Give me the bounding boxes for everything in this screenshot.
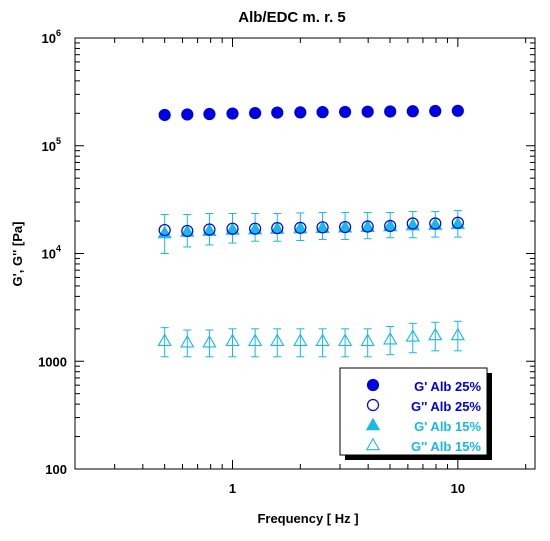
y-tick-base: 10 bbox=[42, 139, 56, 154]
data-point bbox=[339, 220, 352, 234]
legend-marker bbox=[365, 417, 381, 431]
data-point bbox=[158, 223, 171, 237]
y-tick-exponent: 6 bbox=[56, 28, 61, 38]
y-tick-label: 100 bbox=[45, 462, 67, 477]
legend-label: G' Alb 25% bbox=[414, 379, 481, 394]
legend-marker bbox=[366, 398, 380, 412]
data-point bbox=[249, 106, 262, 120]
data-point bbox=[316, 221, 329, 234]
error-bar bbox=[341, 328, 350, 358]
legend-label: G'' Alb 25% bbox=[411, 399, 481, 414]
legend-label: G'' Alb 15% bbox=[411, 439, 481, 454]
error-bar bbox=[318, 328, 327, 358]
error-bar bbox=[251, 328, 260, 358]
data-point bbox=[294, 106, 307, 119]
data-point bbox=[383, 218, 398, 232]
data-point bbox=[293, 333, 308, 346]
data-point bbox=[384, 105, 397, 118]
data-point bbox=[384, 219, 397, 233]
y-tick-label: 106 bbox=[42, 28, 61, 46]
data-point bbox=[225, 333, 240, 346]
legend-label: G' Alb 15% bbox=[414, 419, 481, 434]
data-point bbox=[158, 108, 171, 122]
data-point bbox=[294, 221, 307, 234]
error-bar bbox=[386, 326, 395, 356]
error-bar bbox=[273, 328, 282, 358]
y-tick-label: 104 bbox=[42, 244, 61, 262]
error-bar bbox=[205, 329, 214, 358]
data-point bbox=[451, 216, 464, 229]
error-bar bbox=[431, 321, 440, 352]
data-point bbox=[406, 105, 419, 118]
data-point bbox=[181, 108, 194, 121]
data-point bbox=[180, 334, 195, 348]
data-point bbox=[226, 222, 239, 235]
data-point bbox=[247, 333, 263, 346]
data-point bbox=[316, 106, 329, 119]
data-point bbox=[361, 105, 374, 118]
y-tick-exponent: 4 bbox=[56, 244, 61, 254]
data-point bbox=[203, 223, 216, 236]
y-tick-exponent: 5 bbox=[56, 136, 61, 146]
data-point bbox=[405, 329, 420, 342]
data-point bbox=[157, 333, 172, 346]
data-point bbox=[361, 220, 374, 233]
data-point bbox=[406, 217, 419, 230]
data-point bbox=[203, 107, 216, 121]
error-bars bbox=[160, 210, 462, 358]
y-tick-base: 10 bbox=[42, 31, 56, 46]
data-point bbox=[271, 106, 284, 119]
chart-title: Alb/EDC m. r. 5 bbox=[238, 9, 346, 26]
legend-marker bbox=[366, 378, 380, 392]
data-point bbox=[181, 224, 194, 238]
data-point bbox=[270, 333, 285, 346]
error-bar bbox=[453, 320, 462, 352]
data-point bbox=[383, 331, 398, 345]
data-point bbox=[429, 104, 442, 118]
data-point bbox=[429, 217, 442, 230]
error-bar bbox=[363, 328, 372, 358]
legend-marker bbox=[365, 437, 381, 451]
x-tick-label: 10 bbox=[451, 481, 465, 496]
error-bar bbox=[183, 329, 192, 358]
x-tick-label: 1 bbox=[229, 481, 236, 496]
data-point bbox=[249, 222, 262, 235]
y-tick-label: 105 bbox=[42, 136, 61, 154]
data-point bbox=[339, 105, 352, 119]
y-axis-label: G', G'' [Pa] bbox=[10, 222, 25, 287]
error-bar bbox=[228, 328, 237, 358]
data-point bbox=[450, 327, 465, 341]
error-bar bbox=[296, 328, 305, 358]
data-point bbox=[202, 334, 217, 348]
legend-box bbox=[339, 367, 488, 456]
x-axis-label: Frequency [ Hz ] bbox=[257, 511, 358, 526]
data-point bbox=[226, 107, 239, 120]
y-tick-base: 10 bbox=[42, 247, 56, 262]
data-markers bbox=[157, 104, 465, 348]
legend-items: G' Alb 25% G'' Alb 25% G' Alb 15% G'' Alb 1… bbox=[365, 378, 481, 454]
data-point bbox=[337, 333, 353, 346]
data-point bbox=[405, 217, 420, 231]
data-point bbox=[271, 222, 284, 235]
legend: G' Alb 25% G'' Alb 25% G' Alb 15% G'' Alb 1… bbox=[339, 367, 492, 460]
data-point bbox=[428, 327, 443, 341]
data-point bbox=[315, 333, 330, 346]
error-bar bbox=[160, 327, 169, 358]
data-point bbox=[360, 333, 375, 346]
y-tick-label: 1000 bbox=[38, 354, 67, 369]
data-point bbox=[451, 104, 464, 117]
error-bar bbox=[408, 322, 417, 354]
